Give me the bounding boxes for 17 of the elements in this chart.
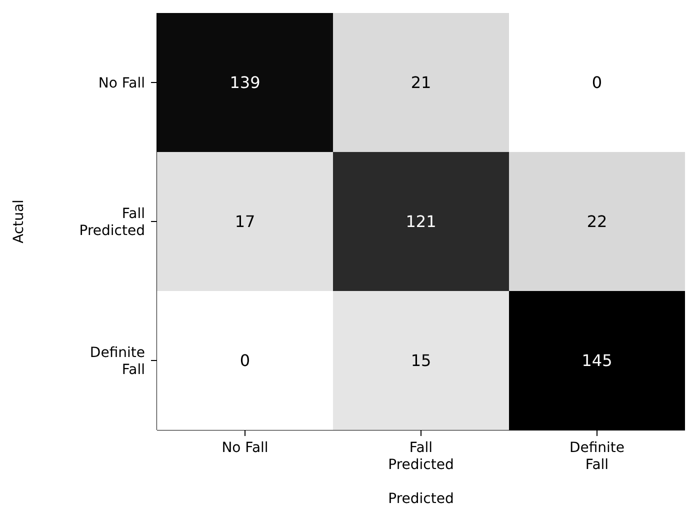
data-label: 0 xyxy=(592,73,602,92)
data-label: 139 xyxy=(230,73,260,92)
x-axis-title: Predicted xyxy=(388,491,454,507)
data-label: 21 xyxy=(410,73,432,92)
data-label: 15 xyxy=(410,351,432,370)
x-tick-label: Fall Predicted xyxy=(388,440,454,473)
data-label: 22 xyxy=(586,212,608,231)
y-tick-label: No Fall xyxy=(98,76,145,92)
data-label: 121 xyxy=(406,212,436,231)
data-label: 17 xyxy=(234,212,256,231)
y-axis-title: Actual xyxy=(10,200,27,244)
data-label: 145 xyxy=(582,351,612,370)
x-tick-label: Definite Fall xyxy=(569,440,625,473)
x-tick-label: No Fall xyxy=(222,440,268,456)
y-tick-label: Definite Fall xyxy=(90,345,145,378)
data-label: 0 xyxy=(240,351,250,370)
y-tick-label: Fall Predicted xyxy=(79,206,145,239)
